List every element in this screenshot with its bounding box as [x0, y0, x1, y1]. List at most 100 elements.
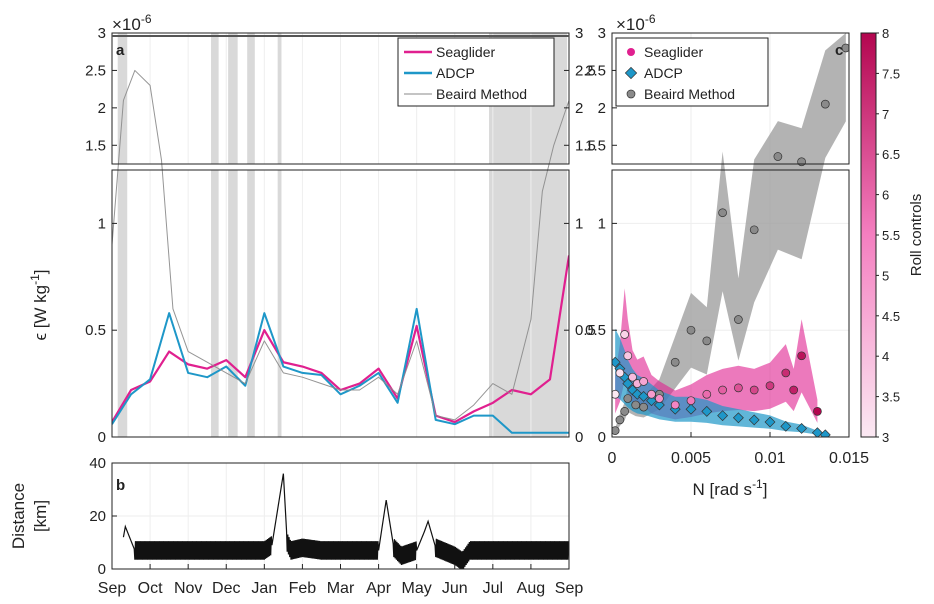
cb-label-8: 7 — [882, 107, 889, 122]
gap-lower-1 — [211, 170, 219, 437]
panel-b-ylabel-line2: [km] — [31, 500, 50, 532]
ylabel-c-2: 1 — [598, 215, 606, 232]
point-beaird-14 — [797, 157, 806, 167]
point-adcp-0 — [612, 356, 621, 368]
ylabel-a-left-1: 0.5 — [85, 322, 106, 339]
ylabel-a-up-left-0: 1.5 — [85, 137, 106, 154]
panel-a: 0 0 0.5 0.5 1 1 1.5 1.5 2 2 2.5 2.5 3 3 ×10-6 a ϵ [W … — [28, 12, 596, 446]
band-seaglider — [615, 288, 818, 423]
gap-upper-4 — [277, 33, 282, 164]
panel-a-legend: Seaglider ADCP Beaird Method — [397, 37, 555, 107]
colorbar-ticks: 3 3.5 4 4.5 5 5.5 6 6.5 7 7.5 8 — [876, 26, 900, 445]
ylabel-c-up-1: 2 — [598, 100, 606, 117]
point-adcp-8 — [653, 399, 665, 411]
ylabel-c-up-0: 1.5 — [585, 137, 606, 154]
panel-a-upper-frame — [111, 32, 570, 165]
band-adcp — [615, 328, 826, 436]
point-beaird-8 — [686, 325, 696, 335]
colorbar-gradient — [860, 32, 877, 438]
panel-c-multiplier: ×10-6 — [616, 12, 656, 34]
ylabel-a-up-left-2: 2.5 — [85, 62, 106, 79]
ylabel-a-right-1: 0.5 — [575, 322, 596, 339]
xlabel-month-8: May — [402, 580, 432, 597]
gap-lower-4 — [277, 170, 282, 437]
xlabel-month-5: Feb — [289, 580, 317, 597]
point-beaird-1 — [615, 415, 625, 425]
panel-b-ylabel-line1: Distance — [9, 483, 28, 549]
panel-c-label: c — [835, 42, 843, 59]
point-seaglider-6 — [639, 377, 648, 386]
gap-upper-1 — [211, 33, 219, 164]
gap-upper-3 — [247, 33, 255, 164]
point-adcp-19 — [819, 429, 831, 437]
ylabel-a-left-2: 1 — [98, 215, 106, 232]
ylabel-c-up-3: 3 — [598, 25, 606, 42]
xlabel-c-1: 0.005 — [671, 450, 711, 467]
point-beaird-15 — [820, 99, 830, 109]
ylabel-b-2: 40 — [89, 455, 106, 472]
ylabel-a-right-0: 0 — [575, 429, 583, 446]
xlabel-month-6: Mar — [327, 580, 355, 597]
point-seaglider-0 — [612, 389, 620, 399]
point-adcp-7 — [646, 395, 657, 407]
point-adcp-11 — [701, 405, 713, 417]
gap-lower-0 — [117, 170, 128, 437]
gap-upper-0 — [117, 33, 128, 164]
panel-b-y-ticks: 0 20 40 — [89, 455, 117, 578]
ylabel-b-0: 0 — [98, 561, 106, 578]
point-seaglider-4 — [628, 372, 637, 382]
cb-label-0: 3 — [882, 430, 889, 445]
cb-label-9: 7.5 — [882, 66, 900, 81]
panel-a-series — [112, 69, 569, 434]
point-adcp-3 — [622, 378, 634, 390]
panel-b: 0 20 40 Sep Oct Nov Dec Jan Feb Mar Apr May Jun Jul A… — [9, 455, 583, 597]
panel-c-x-ticks: 0 0.005 0.01 0.015 — [608, 432, 869, 467]
panel-a-label: a — [116, 42, 125, 59]
point-seaglider-2 — [620, 330, 629, 339]
point-adcp-10 — [685, 403, 697, 415]
gap-lower-5 — [489, 170, 568, 437]
point-beaird-3 — [623, 394, 633, 403]
ylabel-a-right-2: 1 — [575, 215, 583, 232]
point-adcp-12 — [717, 410, 729, 422]
xlabel-month-4: Jan — [251, 580, 277, 597]
gap-upper-2 — [228, 33, 238, 164]
xlabel-month-1: Oct — [138, 580, 163, 597]
point-seaglider-11 — [702, 389, 712, 399]
point-beaird-12 — [749, 225, 759, 235]
series-a-beaird — [112, 69, 569, 421]
point-beaird-0 — [612, 426, 620, 435]
xlabel-month-12: Sep — [555, 580, 584, 597]
cb-label-6: 6 — [882, 188, 889, 203]
point-beaird-16 — [841, 43, 849, 53]
ylabel-c-up-2: 2.5 — [585, 62, 606, 79]
point-seaglider-1 — [615, 368, 625, 378]
point-adcp-14 — [748, 414, 760, 426]
point-seaglider-14 — [749, 385, 759, 395]
cb-label-1: 3.5 — [882, 390, 900, 405]
point-seaglider-19 — [813, 407, 822, 416]
cb-label-3: 4.5 — [882, 309, 900, 324]
point-adcp-15 — [764, 416, 776, 428]
cb-label-10: 8 — [882, 26, 889, 41]
panel-c-bands — [615, 33, 846, 436]
panel-c-y-ticks: 0 0.5 1 1.5 2 2.5 3 — [585, 25, 617, 446]
cb-label-4: 5 — [882, 268, 889, 283]
legend-c-seaglider: Seaglider — [644, 44, 703, 60]
point-beaird-10 — [718, 208, 727, 218]
series-a-adcp — [112, 307, 569, 434]
point-seaglider-17 — [789, 385, 799, 395]
point-seaglider-18 — [797, 351, 806, 361]
panel-b-x-ticks: Sep Oct Nov Dec Jan Feb Mar Apr May Jun Jul Aug Sep — [98, 564, 584, 597]
legend-adcp: ADCP — [436, 65, 475, 81]
legend-c-beaird: Beaird Method — [644, 86, 735, 102]
ylabel-b-1: 20 — [89, 508, 106, 525]
point-adcp-17 — [796, 423, 808, 434]
point-adcp-18 — [811, 427, 823, 437]
gap-lower-3 — [247, 170, 255, 437]
xlabel-month-3: Dec — [212, 580, 240, 597]
ylabel-a-up-left-1: 2 — [98, 100, 106, 117]
point-seaglider-8 — [655, 394, 664, 403]
point-beaird-7 — [670, 357, 680, 367]
